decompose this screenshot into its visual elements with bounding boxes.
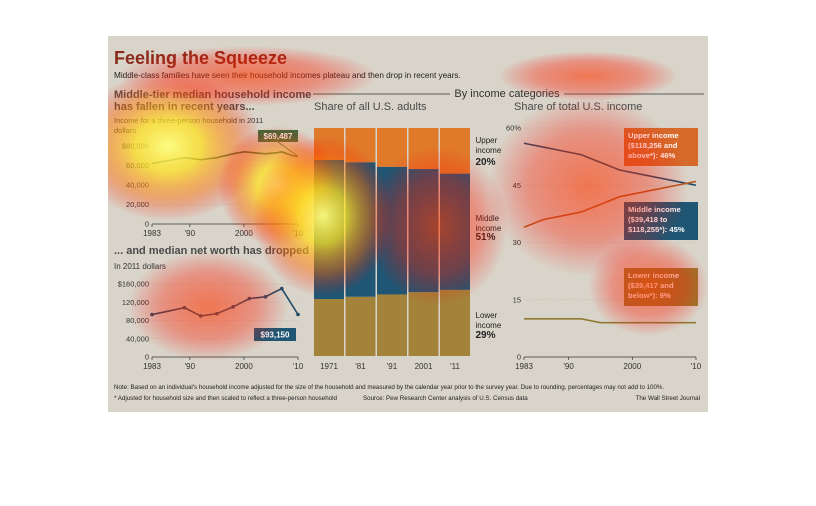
data-point	[150, 312, 154, 317]
data-point	[198, 314, 203, 318]
x-tick-label: '90	[563, 362, 574, 371]
section-label: By income categories	[454, 88, 560, 100]
middle-annotation-text: Middle income	[628, 205, 681, 214]
adults-chart-title: Share of all U.S. adults	[314, 101, 427, 113]
bar-segment-upper-income	[440, 128, 470, 174]
y-tick-label: 20,000	[126, 200, 149, 209]
x-tick-label: '90	[185, 229, 196, 238]
bar-segment-lower-income	[377, 294, 407, 356]
networth-chart-title: ... and median net worth has dropped	[114, 245, 309, 257]
x-tick-label: 2000	[235, 362, 253, 371]
adults-chart: 1971'81'91 2001'11Upperincome20%Middleinc…	[314, 128, 502, 371]
y-tick-label: $80,000	[122, 142, 149, 151]
income-chart-title-1: Middle-tier median household income	[114, 89, 311, 101]
y-tick-label: 40,000	[126, 181, 149, 190]
bar-legend-value: 29%	[476, 330, 496, 341]
data-point	[279, 286, 284, 291]
middle-annotation-text: ($39,418 to	[628, 215, 668, 224]
y-tick-label: 60%	[506, 124, 521, 133]
credit: The Wall Street Journal	[636, 395, 700, 402]
y-tick-label: $160,000	[118, 280, 149, 289]
middle-annotation-text: $118,255*): 45%	[628, 225, 685, 234]
data-point	[296, 312, 300, 317]
y-tick-label: 15	[513, 295, 521, 304]
data-point	[263, 294, 268, 299]
x-tick-label: 1983	[143, 229, 161, 238]
data-point	[182, 305, 187, 310]
bar-legend-label: Upper	[476, 136, 498, 145]
bar-segment-upper-income	[377, 128, 407, 167]
bar-segment-upper-income	[408, 128, 439, 170]
y-tick-label: 80,000	[126, 316, 149, 325]
bar-category-label: 2001	[415, 362, 433, 371]
lower-annotation-text: ($39,417 and	[628, 281, 674, 290]
share-chart-title: Share of total U.S. income	[514, 101, 642, 113]
x-tick-label: '10	[293, 362, 304, 371]
bar-category-label: '81	[355, 362, 366, 371]
bar-segment-lower-income	[408, 292, 439, 356]
bar-legend-value: 51%	[476, 232, 496, 243]
note-line-2: * Adjusted for household size and then s…	[114, 395, 337, 402]
networth-chart-subtitle: In 2011 dollars	[114, 262, 166, 271]
source-note: Source: Pew Research Center analysis of …	[363, 395, 528, 402]
note-line-1: Note: Based on an individual's household…	[114, 384, 664, 391]
lower-annotation-text: below*): 9%	[628, 291, 671, 300]
y-tick-label: 60,000	[126, 161, 149, 170]
bar-category-label: 1971	[320, 362, 338, 371]
upper-annotation-text: Upper income	[628, 131, 679, 140]
bar-category-label: '91	[387, 362, 398, 371]
networth-callout-label: $93,150	[261, 331, 290, 340]
y-tick-label: 30	[513, 238, 521, 247]
bar-segment-lower-income	[440, 289, 470, 356]
bar-segment-middle-income	[377, 166, 407, 295]
x-tick-label: 1983	[143, 362, 161, 371]
x-tick-label: 1983	[515, 362, 533, 371]
bar-segment-middle-income	[314, 159, 344, 299]
series-line	[524, 318, 696, 324]
upper-annotation-text: ($118,256 and	[628, 141, 678, 150]
y-tick-label: 0	[145, 220, 149, 229]
x-tick-label: '10	[293, 229, 304, 238]
x-tick-label: '90	[185, 362, 196, 371]
x-tick-label: 2000	[235, 229, 253, 238]
infographic: Feeling the Squeeze Middle-class familie…	[108, 36, 708, 412]
bar-segment-upper-income	[314, 128, 344, 160]
income-callout-label: $69,487	[264, 132, 293, 141]
bar-segment-lower-income	[314, 299, 344, 356]
page-subtitle: Middle-class families have seen their ho…	[114, 71, 461, 80]
bar-category-label: '11	[450, 362, 460, 371]
upper-annotation-text: above*): 46%	[628, 151, 676, 160]
series-line	[151, 151, 299, 165]
bar-legend-label: income	[476, 146, 502, 155]
bar-segment-lower-income	[345, 296, 376, 356]
income-chart-subtitle-1: Income for a three-person household in 2…	[114, 116, 263, 125]
data-point	[215, 311, 219, 316]
data-point	[231, 305, 235, 309]
bar-segment-middle-income	[408, 169, 439, 293]
x-tick-label: '10	[691, 362, 702, 371]
bar-segment-middle-income	[440, 173, 470, 290]
y-tick-label: 45	[513, 181, 521, 190]
bar-legend-value: 20%	[476, 157, 496, 168]
lower-annotation-text: Lower income	[628, 271, 679, 280]
bar-segment-middle-income	[345, 162, 376, 297]
x-tick-label: 2000	[623, 362, 641, 371]
income-chart-subtitle-2: dollars	[114, 126, 136, 135]
y-tick-label: 40,000	[126, 334, 149, 343]
bar-legend-label: income	[476, 321, 502, 330]
bar-legend-label: Lower	[476, 311, 498, 320]
bar-legend-label: Middle	[476, 214, 500, 223]
y-tick-label: 0	[517, 353, 521, 362]
page-title: Feeling the Squeeze	[114, 48, 287, 68]
y-tick-label: 0	[145, 353, 149, 362]
income-chart-title-2: has fallen in recent years...	[114, 101, 255, 113]
bar-segment-upper-income	[345, 128, 376, 163]
y-tick-label: 120,000	[122, 298, 149, 307]
infographic-svg: Feeling the Squeeze Middle-class familie…	[114, 48, 704, 402]
data-point	[247, 296, 252, 301]
